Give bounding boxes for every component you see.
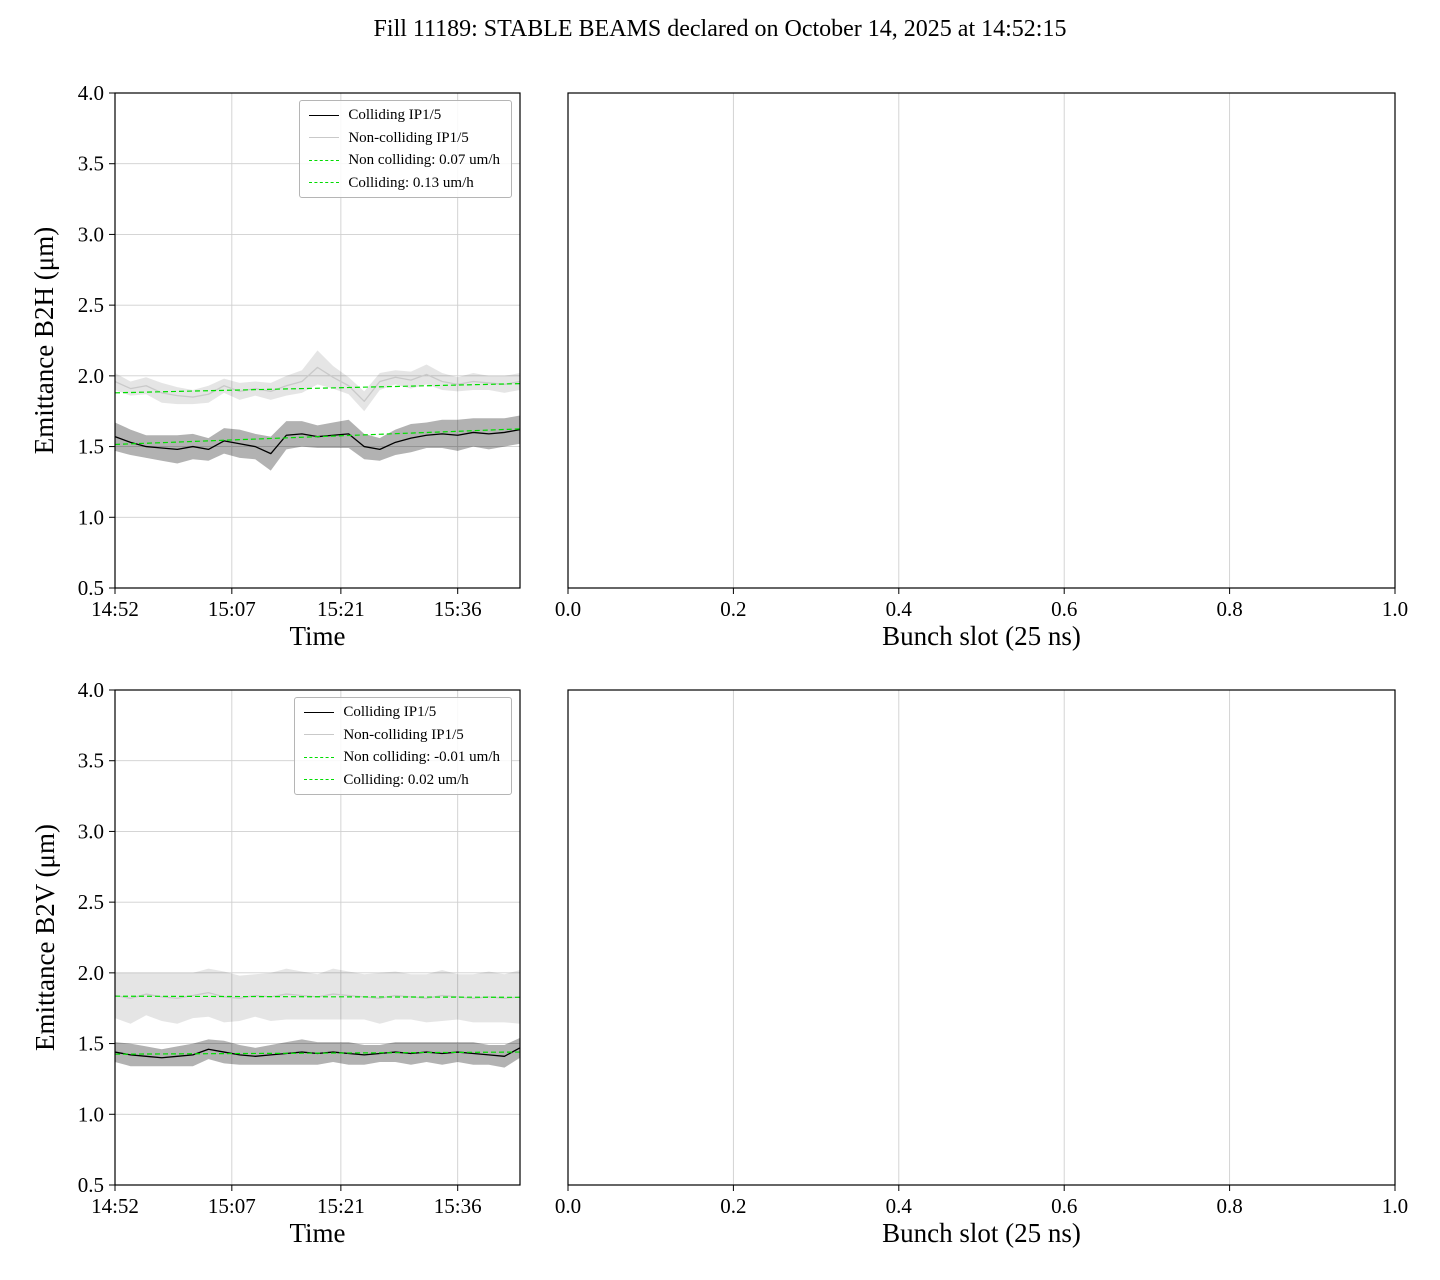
- x-tick-label: 0.4: [886, 1194, 913, 1218]
- subplot-emittance-b2h: 14:52 15:07 15:21 15:36 0.5 1.0 1.5 2.0 2.5 3.0 3.…: [30, 81, 521, 651]
- y-tick-label: 0.5: [78, 1173, 104, 1197]
- bunch-slot-top-canvas: 0.0 0.2 0.4 0.6 0.8 1.0: [555, 92, 1408, 621]
- tick-marks: [567, 1185, 1396, 1191]
- legend-entry: Colliding: 0.02 um/h: [304, 772, 500, 789]
- trend-line: [114, 1051, 521, 1055]
- x-tick-label: 15:36: [434, 597, 482, 621]
- y-tick-label: 1.0: [78, 505, 104, 529]
- x-tick-label: 0.6: [1051, 1194, 1077, 1218]
- legend-label: Non colliding: 0.07 um/h: [348, 152, 500, 168]
- tick-marks: [109, 92, 459, 594]
- x-axis-label-time-top: Time: [289, 621, 346, 651]
- legend-entry: Non-colliding IP1/5: [309, 130, 500, 147]
- x-tick-label: 1.0: [1382, 1194, 1408, 1218]
- uncertainty-band: [115, 350, 520, 412]
- y-tick-label: 3.5: [78, 749, 104, 773]
- x-tick-label: 15:21: [317, 1194, 365, 1218]
- x-tick-label: 14:52: [91, 597, 139, 621]
- y-axis-label-b2v: Emittance B2V (μm): [29, 824, 60, 1051]
- x-axis-label-bunch-slot-bottom: Bunch slot (25 ns): [882, 1218, 1081, 1248]
- y-tick-label: 4.0: [78, 81, 104, 105]
- axes-frame: [567, 92, 1396, 589]
- y-axis-label-b2h: Emittance B2H (μm): [29, 226, 60, 455]
- legend-line-sample: [304, 756, 335, 758]
- axes-frame: [114, 92, 521, 589]
- y-axis-label-wrap: Emittance B2V (μm): [29, 690, 61, 1185]
- trend-line: [114, 383, 521, 394]
- y-tick-label: 3.0: [78, 819, 104, 843]
- legend-label: Non-colliding IP1/5: [343, 726, 464, 743]
- trend-line: [114, 428, 521, 446]
- y-tick-label: 4.0: [78, 678, 104, 702]
- tick-marks: [109, 689, 459, 1191]
- x-tick-label: 0.0: [555, 1194, 581, 1218]
- series-line: [114, 366, 521, 402]
- subplot-bunch-slot-top: 0.0 0.2 0.4 0.6 0.8 1.0 Bunch slot (25 ns): [555, 92, 1408, 651]
- tick-marks: [567, 588, 1396, 594]
- x-tick-label: 0.2: [720, 1194, 746, 1218]
- trend-line: [114, 995, 521, 998]
- x-tick-label: 0.2: [720, 597, 746, 621]
- legend-entry: Colliding IP1/5: [304, 704, 500, 721]
- legend-line-sample: [304, 711, 335, 713]
- x-tick-label: 0.8: [1216, 1194, 1242, 1218]
- y-tick-label: 2.5: [78, 293, 104, 317]
- legend-entry: Colliding: 0.13 um/h: [309, 175, 500, 192]
- x-tick-label: 15:36: [434, 1194, 482, 1218]
- legend-entry: Non colliding: -0.01 um/h: [304, 749, 500, 766]
- y-tick-label: 1.0: [78, 1102, 104, 1126]
- y-tick-label: 1.5: [78, 1032, 104, 1056]
- legend-line-sample: [304, 734, 335, 736]
- subplot-emittance-b2v: 14:52 15:07 15:21 15:36 0.5 1.0 1.5 2.0 2.5 3.0 3.…: [30, 678, 521, 1248]
- y-tick-label: 0.5: [78, 576, 104, 600]
- subplot-bunch-slot-bottom: 0.0 0.2 0.4 0.6 0.8 1.0 Bunch slot (25 ns): [555, 689, 1408, 1248]
- bunch-slot-bottom-canvas: 0.0 0.2 0.4 0.6 0.8 1.0: [555, 689, 1408, 1218]
- y-tick-label: 2.0: [78, 961, 104, 985]
- gridlines: [567, 93, 1396, 588]
- gridlines: [567, 690, 1396, 1185]
- x-tick-label: 0.8: [1216, 597, 1242, 621]
- y-tick-label: 3.0: [78, 222, 104, 246]
- legend-line-sample: [309, 137, 340, 139]
- legend-line-sample: [304, 779, 335, 781]
- legend: Colliding IP1/5 Non-colliding IP1/5 Non co…: [299, 100, 512, 198]
- figure-title: Fill 11189: STABLE BEAMS declared on Oct…: [373, 16, 1067, 42]
- axes-frame: [114, 689, 521, 1186]
- y-tick-label: 2.0: [78, 364, 104, 388]
- x-tick-label: 14:52: [91, 1194, 139, 1218]
- legend-label: Non-colliding IP1/5: [348, 129, 469, 146]
- legend: Colliding IP1/5 Non-colliding IP1/5 Non co…: [294, 697, 512, 795]
- legend-entry: Non-colliding IP1/5: [304, 727, 500, 744]
- x-axis-label-bunch-slot-top: Bunch slot (25 ns): [882, 621, 1081, 651]
- y-tick-label: 1.5: [78, 435, 104, 459]
- x-tick-label: 15:21: [317, 597, 365, 621]
- x-axis-label-time-bottom: Time: [289, 1218, 346, 1248]
- legend-line-sample: [309, 159, 340, 161]
- legend-label: Colliding: 0.02 um/h: [343, 771, 469, 788]
- y-tick-label: 3.5: [78, 152, 104, 176]
- emittance-b2v-canvas: 14:52 15:07 15:21 15:36 0.5 1.0 1.5 2.0 2.5 3.0 3.…: [78, 678, 521, 1218]
- legend-label: Colliding IP1/5: [343, 704, 437, 720]
- x-tick-label: 0.6: [1051, 597, 1077, 621]
- legend-label: Colliding IP1/5: [348, 107, 442, 123]
- y-tick-label: 2.5: [78, 890, 104, 914]
- x-tick-label: 1.0: [1382, 597, 1408, 621]
- axes-frame: [567, 689, 1396, 1186]
- x-tick-label: 15:07: [208, 597, 256, 621]
- x-tick-label: 15:07: [208, 1194, 256, 1218]
- legend-label: Non colliding: -0.01 um/h: [343, 749, 500, 765]
- legend-entry: Non colliding: 0.07 um/h: [309, 152, 500, 169]
- x-tick-label: 0.4: [886, 597, 913, 621]
- x-tick-label: 0.0: [555, 597, 581, 621]
- legend-line-sample: [309, 182, 340, 184]
- legend-entry: Colliding IP1/5: [309, 107, 500, 124]
- uncertainty-band: [115, 415, 520, 471]
- legend-label: Colliding: 0.13 um/h: [348, 174, 474, 191]
- y-axis-label-wrap: Emittance B2H (μm): [29, 93, 61, 588]
- legend-line-sample: [309, 114, 340, 116]
